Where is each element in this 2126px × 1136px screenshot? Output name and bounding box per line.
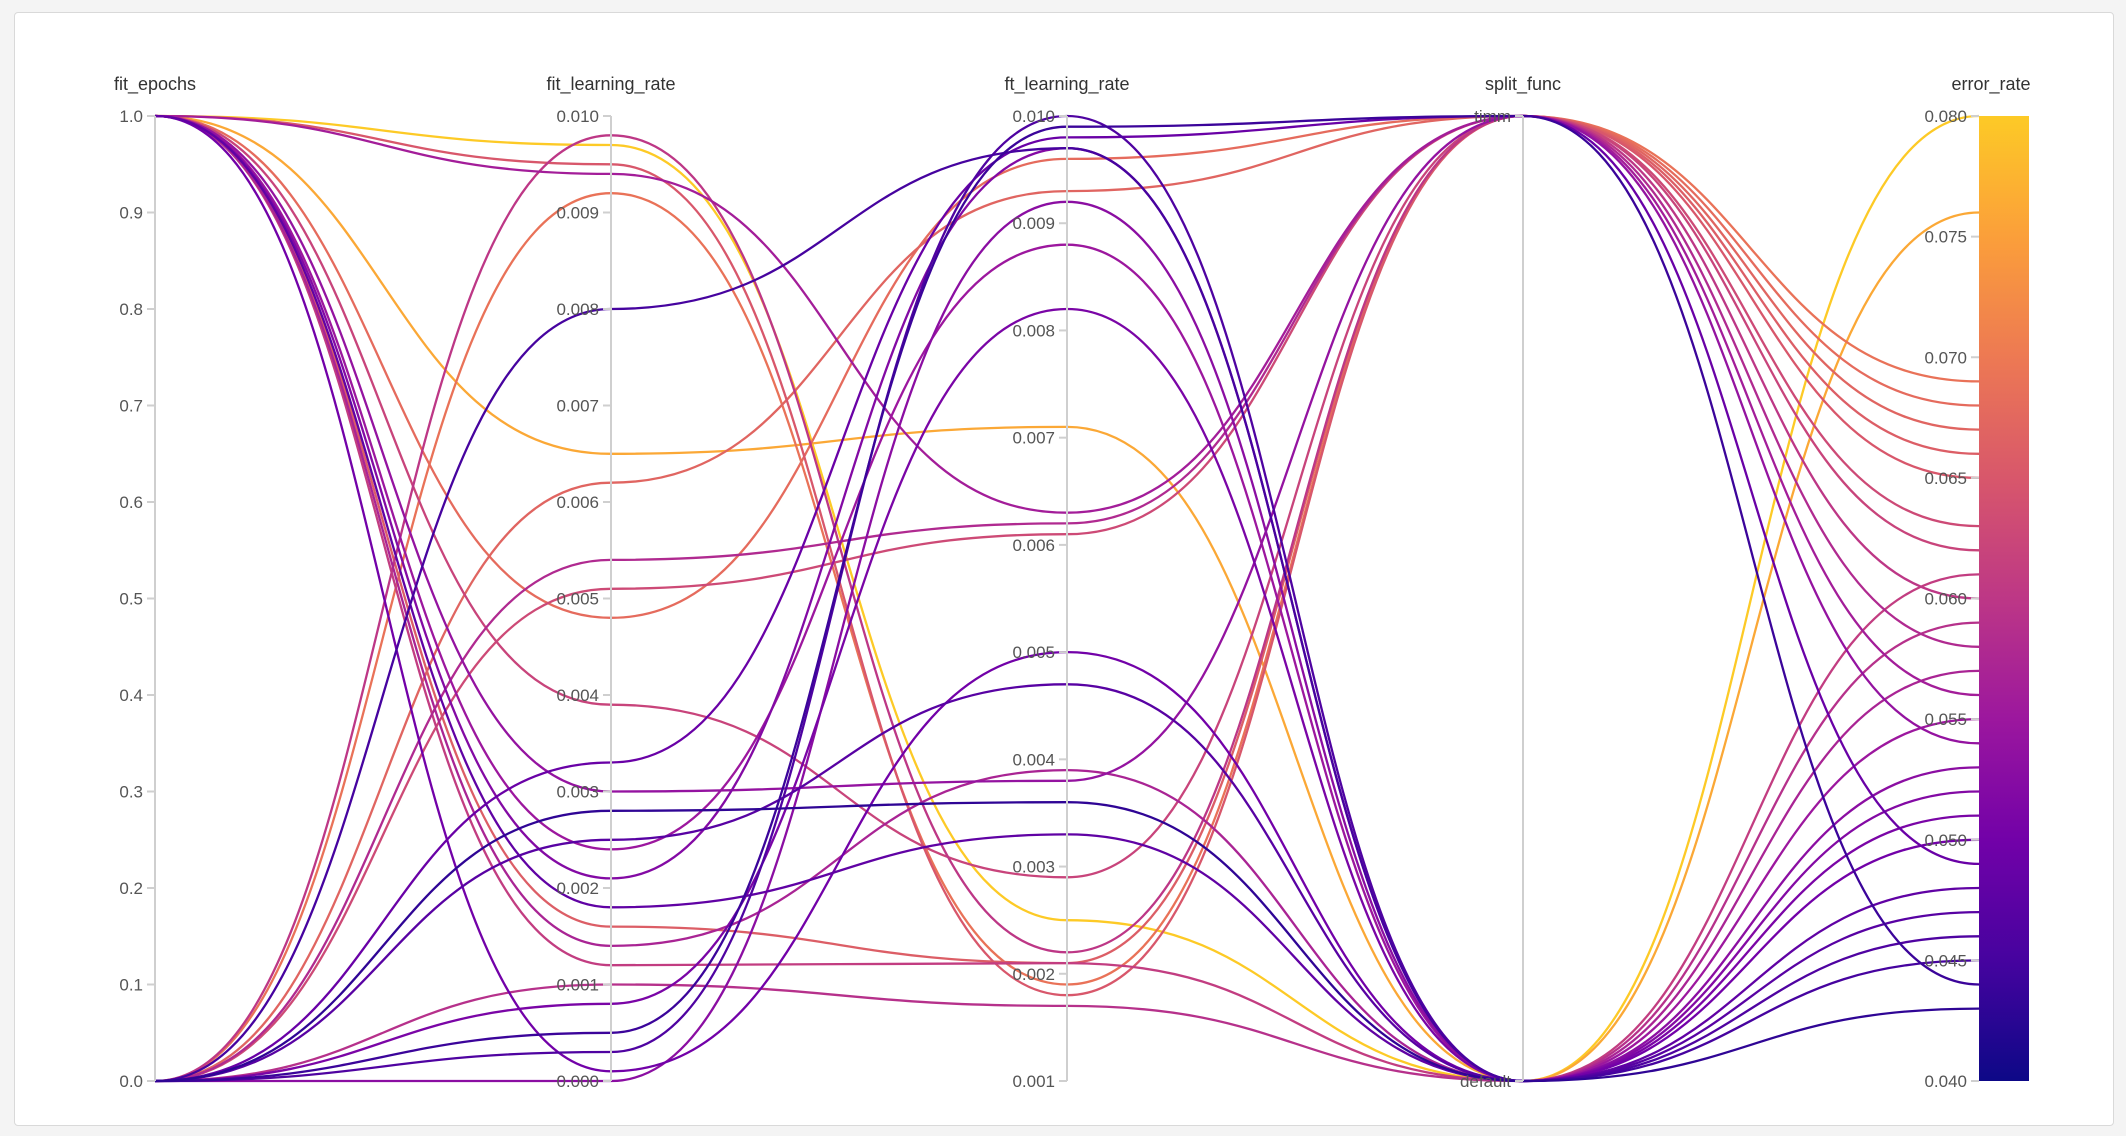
tick-label: 0.040	[1924, 1072, 1967, 1091]
axis-ft-learning-rate[interactable]: ft_learning_rate 0.001 0.002 0.003 0.004 0.00…	[1004, 74, 1129, 1091]
tick-label: 0.010	[556, 107, 599, 126]
tick-label: 0.065	[1924, 469, 1967, 488]
run-line-14[interactable]	[154, 114, 1980, 1083]
tick-label: 0.6	[119, 493, 143, 512]
tick-label: 0.9	[119, 204, 143, 223]
tick-label: 0.075	[1924, 228, 1967, 247]
tick-label: 0.005	[1012, 643, 1055, 662]
run-line-13[interactable]	[154, 114, 1980, 1083]
axis-title-fit-learning-rate: fit_learning_rate	[546, 74, 675, 95]
tick-label: 0.006	[1012, 536, 1055, 555]
tick-label: 0.004	[1012, 750, 1055, 769]
axis-fit-learning-rate[interactable]: fit_learning_rate 0.000 0.001 0.002 0.003 0.0…	[546, 74, 675, 1091]
tick-label: 0.8	[119, 300, 143, 319]
run-line-2[interactable]	[154, 114, 1980, 1083]
tick-label: 0.000	[556, 1072, 599, 1091]
tick-label: 0.4	[119, 686, 143, 705]
axis-error-rate[interactable]: error_rate 0.040 0.045 0.050 0.055 0.060 0.065…	[1924, 74, 2030, 1091]
tick-label: 1.0	[119, 107, 143, 126]
run-line-1[interactable]	[154, 114, 1980, 1083]
run-line-24[interactable]	[154, 683, 1980, 1083]
tick-label: 0.3	[119, 783, 143, 802]
tick-label: 0.070	[1924, 348, 1967, 367]
tick-label: 0.0	[119, 1072, 143, 1091]
tick-label: 0.050	[1924, 831, 1967, 850]
run-line-18[interactable]	[154, 200, 1980, 1083]
tick-label: 0.080	[1924, 107, 1967, 126]
run-line-11[interactable]	[154, 114, 1980, 1083]
run-line-7[interactable]	[154, 114, 1980, 997]
run-line-8[interactable]	[154, 114, 1980, 1083]
tick-label: 0.1	[119, 976, 143, 995]
run-line-20[interactable]	[154, 307, 1980, 1083]
tick-label: 0.002	[556, 879, 599, 898]
run-line-15[interactable]	[154, 114, 1980, 697]
tick-label: 0.2	[119, 879, 143, 898]
run-line-23[interactable]	[154, 114, 1980, 1083]
tick-label: default	[1460, 1072, 1511, 1091]
run-line-22[interactable]	[154, 114, 1980, 1083]
tick-label: 0.060	[1924, 590, 1967, 609]
tick-label: 0.055	[1924, 710, 1967, 729]
axis-title-error-rate: error_rate	[1951, 74, 2030, 95]
axis-title-fit-epochs: fit_epochs	[114, 74, 196, 95]
run-line-10[interactable]	[154, 114, 1980, 1083]
parallel-coordinates-chart[interactable]: fit_epochs 0.0 0.1 0.2 0.3 0.4 0.5 0.6 0.7 0.8 0.9…	[15, 13, 2113, 1125]
tick-label: 0.010	[1012, 107, 1055, 126]
tick-label: 0.001	[1012, 1072, 1055, 1091]
tick-label: 0.7	[119, 397, 143, 416]
tick-label: 0.005	[556, 590, 599, 609]
tick-label: 0.006	[556, 493, 599, 512]
tick-label: 0.009	[556, 204, 599, 223]
tick-label: 0.002	[1012, 965, 1055, 984]
run-line-4[interactable]	[154, 114, 1980, 619]
tick-label: 0.003	[1012, 858, 1055, 877]
axis-title-ft-learning-rate: ft_learning_rate	[1004, 74, 1129, 95]
run-line-6[interactable]	[154, 114, 1980, 965]
error-rate-colorbar[interactable]	[1979, 116, 2029, 1081]
tick-label: 0.008	[1012, 321, 1055, 340]
tick-label: timm	[1474, 107, 1511, 126]
run-line-12[interactable]	[154, 621, 1980, 1083]
tick-label: 0.045	[1924, 951, 1967, 970]
tick-label: 0.007	[1012, 429, 1055, 448]
tick-label: 0.001	[556, 976, 599, 995]
run-line-16[interactable]	[154, 114, 1980, 1083]
tick-label: 0.009	[1012, 214, 1055, 233]
run-line-21[interactable]	[154, 114, 1980, 1083]
tick-label: 0.5	[119, 590, 143, 609]
axis-title-split-func: split_func	[1485, 74, 1561, 95]
tick-label: 0.004	[556, 686, 599, 705]
tick-label: 0.008	[556, 300, 599, 319]
tick-label: 0.007	[556, 397, 599, 416]
run-line-9[interactable]	[154, 114, 1980, 879]
tick-label: 0.003	[556, 783, 599, 802]
chart-panel: fit_epochs 0.0 0.1 0.2 0.3 0.4 0.5 0.6 0.7 0.8 0.9…	[14, 12, 2114, 1126]
axis-fit-epochs[interactable]: fit_epochs 0.0 0.1 0.2 0.3 0.4 0.5 0.6 0.7 0.8 0.9…	[114, 74, 196, 1091]
run-line-19[interactable]	[154, 114, 1980, 1083]
